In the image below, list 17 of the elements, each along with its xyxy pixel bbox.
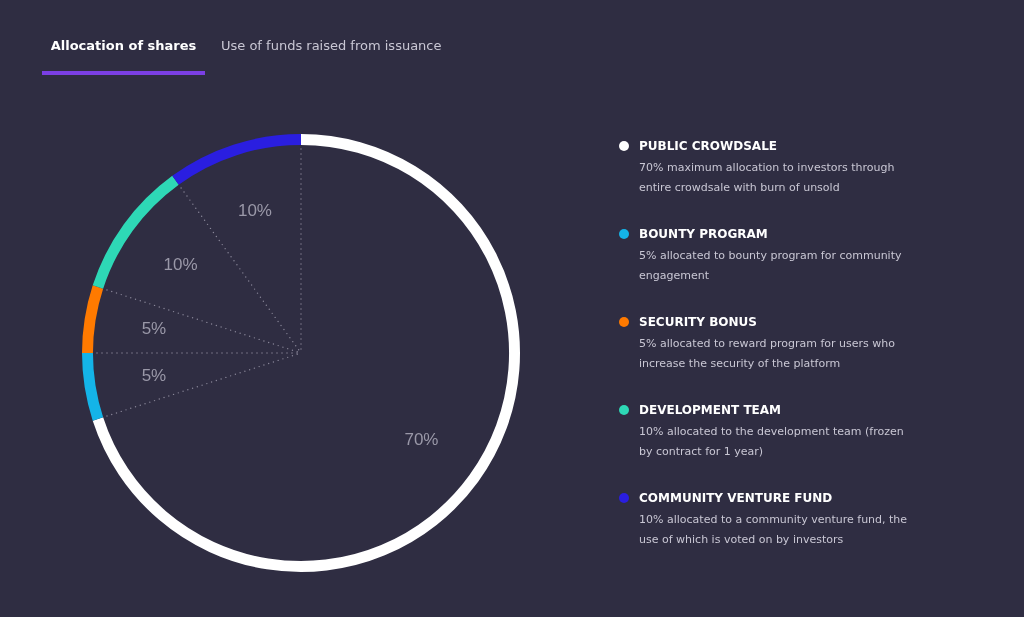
- chart-title: Allocation of shares: [49, 38, 198, 53]
- text: 5% allocated to bounty program for community engagement: [639, 248, 903, 284]
- text: 70% maximum allocation to investors through entire crowdsale with burn of unsold: [639, 160, 896, 196]
- text: 10% allocated to the development team (frozen by contract for 1 year): [639, 424, 905, 460]
- legend-label: DEVELOPMENT TEAM: [639, 402, 782, 419]
- legend-label: BOUNTY PROGRAM: [639, 226, 768, 243]
- data-label: 70%: [404, 430, 439, 450]
- legend-label: PUBLIC CROWDSALE: [639, 138, 777, 155]
- data-label: 10%: [163, 255, 198, 275]
- data-label: 5%: [141, 319, 167, 339]
- data-label: 10%: [237, 201, 272, 221]
- chart-subtitle: Use of funds raised from issuance: [221, 38, 442, 53]
- legend-label: SECURITY BONUS: [639, 314, 757, 331]
- text: 10% allocated to a community venture fund, the use of which is voted on by investors: [639, 512, 909, 548]
- text: 5% allocated to reward program for users who increase the security of the platform: [639, 336, 896, 372]
- legend-label: COMMUNITY VENTURE FUND: [639, 490, 833, 507]
- data-label: 5%: [141, 365, 167, 385]
